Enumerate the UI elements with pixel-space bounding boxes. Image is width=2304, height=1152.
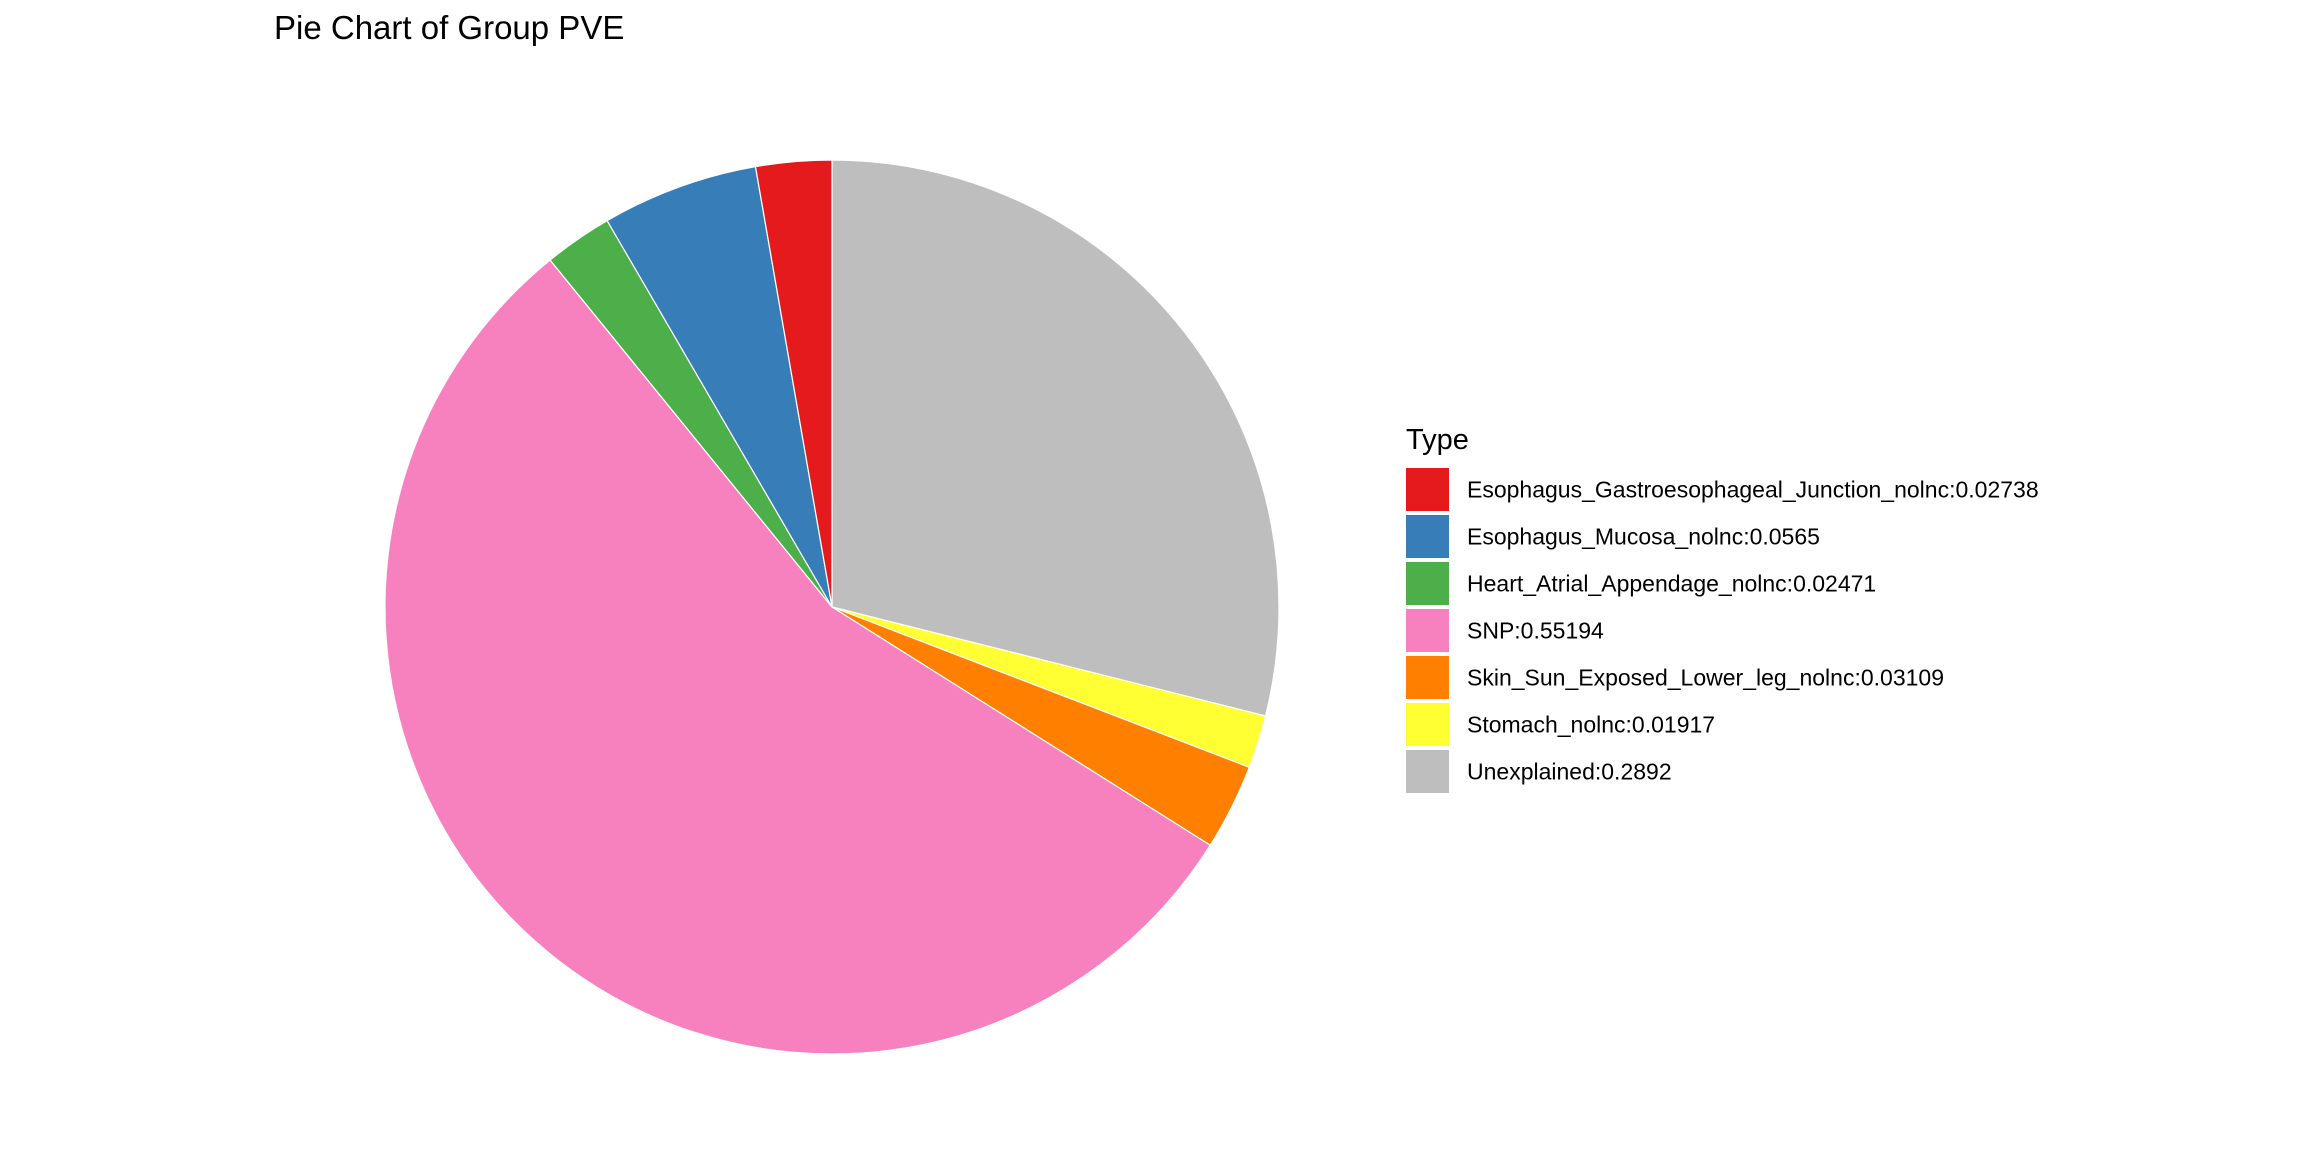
legend-key-heart	[1406, 562, 1449, 605]
legend-key-gej	[1406, 468, 1449, 511]
legend-label-mucosa: Esophagus_Mucosa_nolnc:0.0565	[1467, 524, 1820, 550]
legend-key-unexplained	[1406, 750, 1449, 793]
legend-label-snp: SNP:0.55194	[1467, 618, 1604, 644]
legend-key-snp	[1406, 609, 1449, 652]
legend-title: Type	[1406, 424, 1469, 456]
legend-label-stomach: Stomach_nolnc:0.01917	[1467, 712, 1715, 738]
pie-slices	[384, 159, 1280, 1055]
legend-label-heart: Heart_Atrial_Appendage_nolnc:0.02471	[1467, 571, 1876, 597]
legend-key-stomach	[1406, 703, 1449, 746]
pie-slice-mucosa	[606, 166, 833, 608]
pie-slice-gej	[754, 159, 833, 608]
chart-title: Pie Chart of Group PVE	[274, 9, 624, 46]
pie-slice-unexplained	[831, 159, 1280, 717]
legend-label-unexplained: Unexplained:0.2892	[1467, 759, 1672, 785]
pie-slice-snp	[384, 259, 1211, 1055]
legend: Type Esophagus_Gastroesophageal_Junction…	[1406, 424, 2039, 793]
legend-key-skin	[1406, 656, 1449, 699]
legend-label-gej: Esophagus_Gastroesophageal_Junction_noln…	[1467, 477, 2039, 503]
legend-label-skin: Skin_Sun_Exposed_Lower_leg_nolnc:0.03109	[1467, 665, 1944, 691]
legend-key-mucosa	[1406, 515, 1449, 558]
